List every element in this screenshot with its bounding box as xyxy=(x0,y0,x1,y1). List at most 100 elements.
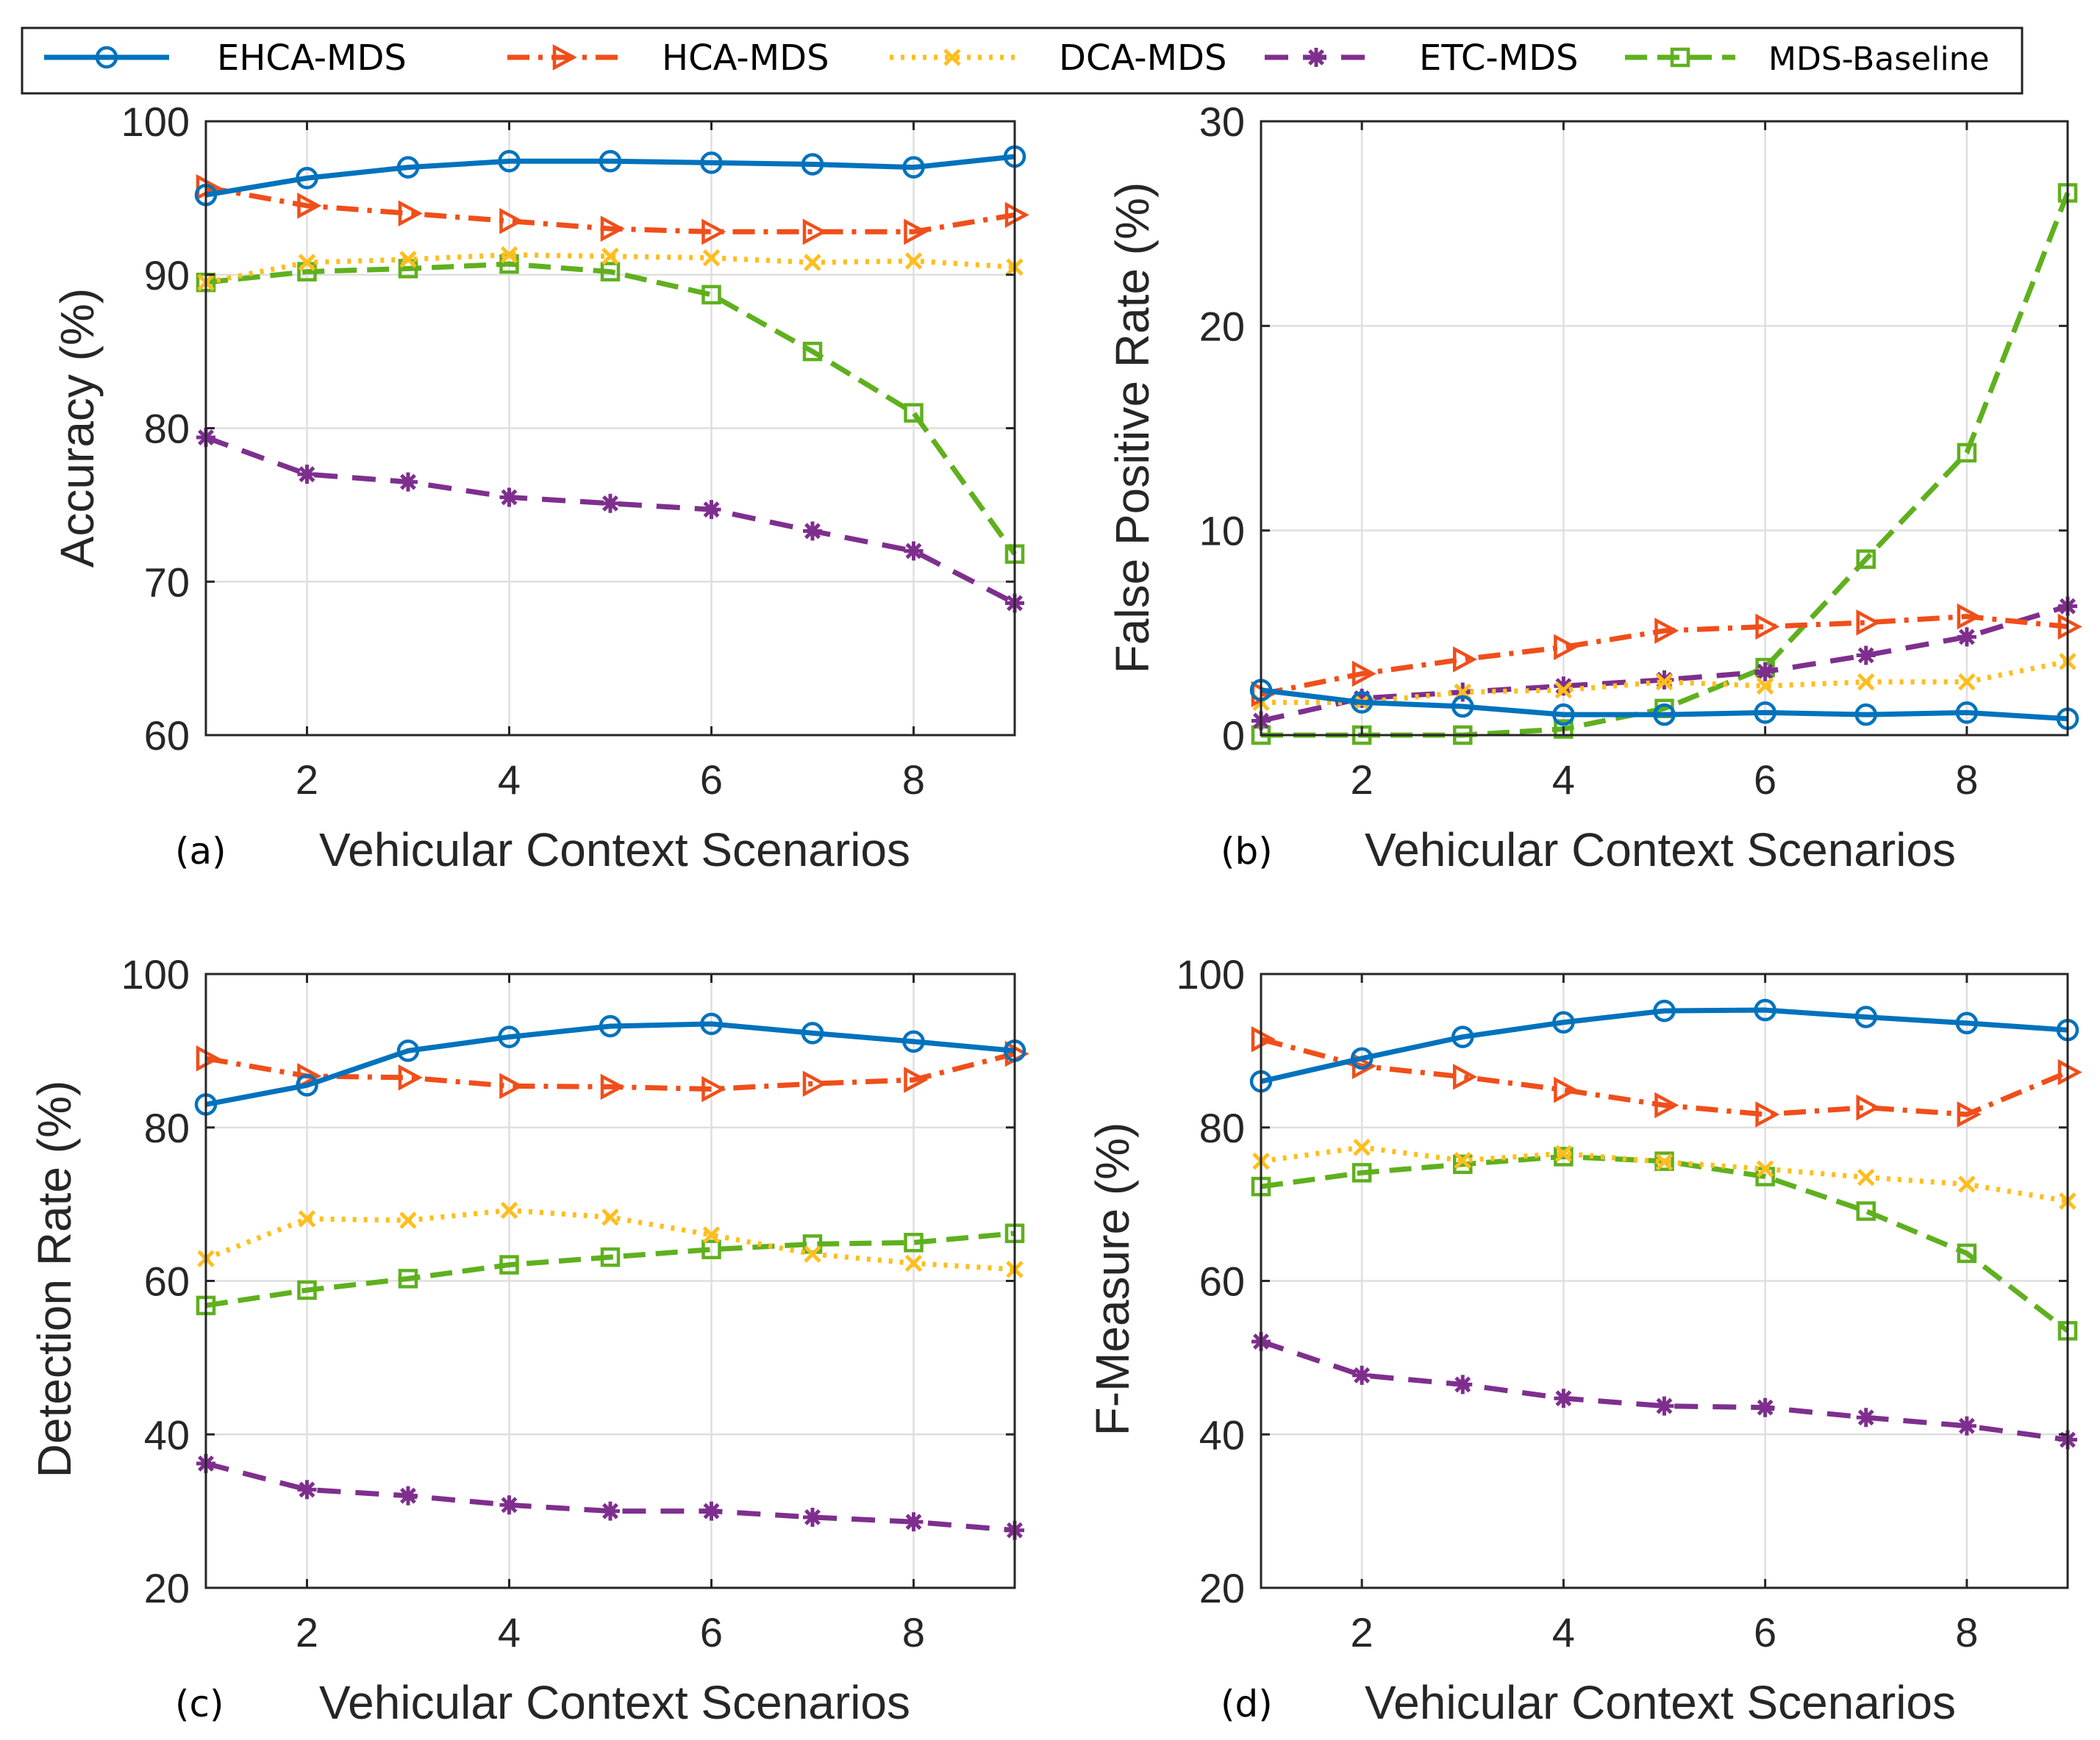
panel-c-point-etc-mds xyxy=(499,1495,519,1515)
panel-b-point-ehca-mds xyxy=(1653,703,1676,726)
panel-b-ytick-label: 0 xyxy=(1222,712,1245,759)
panel-a-point-dca-mds xyxy=(804,254,821,271)
panel-b-point-dca-mds xyxy=(1857,673,1875,691)
panel-c-point-hca-mds xyxy=(499,1073,524,1100)
panel-d-point-etc-mds xyxy=(1856,1408,1876,1428)
panel-b-xtick-label: 2 xyxy=(1351,756,1374,803)
panel-c-point-ehca-mds xyxy=(599,1014,622,1038)
panel-c-point-dca-mds xyxy=(399,1211,417,1229)
panel-a-series-ehca-mds xyxy=(194,145,1026,207)
panel-a-point-dca-mds xyxy=(298,254,316,271)
panel-b-point-hca-mds xyxy=(1453,646,1477,673)
legend-item-mds-baseline: MDS-Baseline xyxy=(1625,40,1990,78)
panel-b-ytick-label: 20 xyxy=(1199,303,1245,349)
panel-a-point-dca-mds xyxy=(399,251,417,268)
panel-d-point-hca-mds xyxy=(1453,1064,1477,1090)
panel-c-ytick-label: 40 xyxy=(144,1411,190,1458)
panel-b-point-ehca-mds xyxy=(1552,703,1575,726)
panel-b-line-hca-mds xyxy=(1260,614,2068,697)
legend-item-hca-mds: HCA-MDS xyxy=(507,37,829,79)
panel-d-point-ehca-mds xyxy=(1955,1012,1979,1035)
panel-a-point-hca-mds xyxy=(1004,201,1029,229)
panel-d-series-ehca-mds xyxy=(1249,998,2079,1093)
panel-a-point-ehca-mds xyxy=(599,150,622,173)
panel-c-point-dca-mds xyxy=(298,1210,316,1228)
panel-b-point-hca-mds xyxy=(1856,609,1881,636)
panel-c-point-mds-baseline xyxy=(600,1247,621,1267)
panel-d-plot-area: 2 4 6 8 20 40 60 80 100 xyxy=(1176,951,2082,1655)
panel-d-point-hca-mds xyxy=(1755,1101,1780,1128)
panel-a-point-etc-mds xyxy=(803,521,822,541)
panel-a-line-mds-baseline xyxy=(205,261,1017,556)
panel-d-point-dca-mds xyxy=(1958,1175,1976,1193)
panel-a-point-hca-mds xyxy=(297,193,322,219)
panel-d-point-etc-mds xyxy=(1957,1416,1976,1436)
panel-b-point-hca-mds xyxy=(1654,617,1679,644)
panel-a-point-ehca-mds xyxy=(801,153,824,176)
panel-a-point-ehca-mds xyxy=(396,156,420,179)
panel-a-point-mds-baseline xyxy=(904,403,924,423)
panel-c-xtick-label: 8 xyxy=(902,1609,925,1655)
panel-c-detection-rate: 2 4 6 8 20 40 60 80 100 (c) Vehicular Context Sc… xyxy=(28,951,1029,1729)
panel-b-axes-frame xyxy=(1260,120,2069,737)
panel-b-ytick-label: 30 xyxy=(1199,99,1245,145)
panel-d-series-hca-mds xyxy=(1251,1025,2082,1128)
panel-d-point-mds-baseline xyxy=(1856,1201,1876,1221)
panel-d-ytick-label: 20 xyxy=(1199,1565,1245,1611)
panel-c-point-hca-mds xyxy=(701,1075,726,1103)
panel-c-point-hca-mds xyxy=(904,1067,929,1093)
panel-a-line-ehca-mds xyxy=(205,154,1015,198)
panel-d-ytick-label: 60 xyxy=(1199,1259,1245,1305)
legend-marker-dca-mds xyxy=(943,49,961,66)
panel-d-point-hca-mds xyxy=(2057,1059,2082,1086)
panel-d-point-mds-baseline xyxy=(1351,1163,1372,1183)
panel-d-point-ehca-mds xyxy=(1754,998,1776,1022)
panel-d-point-ehca-mds xyxy=(1451,1025,1474,1048)
panel-a-accuracy: 2 4 6 8 60 70 80 90 100 (a) Vehicular Context Sc… xyxy=(51,99,1029,876)
panel-b-point-hca-mds xyxy=(1554,634,1579,661)
panel-d-point-mds-baseline xyxy=(1554,1147,1574,1167)
panel-d-line-hca-mds xyxy=(1260,1037,2069,1117)
panel-c-xtick-label: 4 xyxy=(498,1609,521,1655)
panel-a-point-dca-mds xyxy=(601,247,619,265)
panel-a-ytick-label: 100 xyxy=(121,99,190,145)
panel-d-point-hca-mds xyxy=(1654,1092,1679,1119)
panel-b-point-hca-mds xyxy=(1957,603,1982,630)
panel-b-point-mds-baseline xyxy=(1554,719,1574,739)
panel-b-point-etc-mds xyxy=(1554,676,1574,696)
panel-a-ytick-label: 90 xyxy=(144,252,190,298)
panel-a-point-ehca-mds xyxy=(296,166,318,190)
panel-d-series-dca-mds xyxy=(1252,1139,2076,1210)
panel-a-point-hca-mds xyxy=(600,215,625,242)
panel-c-point-etc-mds xyxy=(904,1512,924,1532)
panel-c-ytick-label: 100 xyxy=(121,951,190,998)
panel-b-xtick-label: 4 xyxy=(1552,756,1575,803)
panel-b-line-etc-mds xyxy=(1260,604,2069,723)
panel-d-ytick-label: 80 xyxy=(1199,1105,1245,1151)
panel-c-point-ehca-mds xyxy=(700,1012,723,1036)
panel-c-point-ehca-mds xyxy=(498,1025,521,1048)
panel-d-point-ehca-mds xyxy=(1854,1006,1877,1028)
panel-b-false-positive-rate: 2 4 6 8 0 10 20 30 (b) Vehicular Context Scenar… xyxy=(1106,99,2082,876)
panel-a-point-etc-mds xyxy=(904,541,924,561)
panel-a-ytick-label: 70 xyxy=(144,559,190,605)
panel-d-point-ehca-mds xyxy=(1350,1047,1374,1070)
panel-b-point-hca-mds xyxy=(1351,660,1376,687)
panel-a-point-hca-mds xyxy=(398,200,423,227)
panel-d-ylabel: F-Measure (%) xyxy=(1086,1123,1139,1436)
panel-a-point-dca-mds xyxy=(702,249,721,267)
panel-d-point-hca-mds xyxy=(1856,1094,1881,1121)
panel-b-point-ehca-mds xyxy=(1350,691,1374,714)
panel-a-series-etc-mds xyxy=(196,428,1024,613)
panel-c-line-mds-baseline xyxy=(205,1231,1015,1308)
panel-d-ytick-label: 40 xyxy=(1199,1411,1245,1458)
panel-c-point-dca-mds xyxy=(500,1201,518,1220)
panel-a-line-hca-mds xyxy=(205,185,1015,234)
panel-b-point-etc-mds xyxy=(1755,662,1775,681)
panel-a-xtick-label: 8 xyxy=(902,756,925,803)
panel-d-point-etc-mds xyxy=(1352,1365,1372,1385)
panel-a-point-ehca-mds xyxy=(700,151,723,174)
panel-d-point-hca-mds xyxy=(1957,1101,1982,1128)
panel-b-point-ehca-mds xyxy=(1854,703,1877,726)
panel-c-point-etc-mds xyxy=(399,1486,418,1506)
